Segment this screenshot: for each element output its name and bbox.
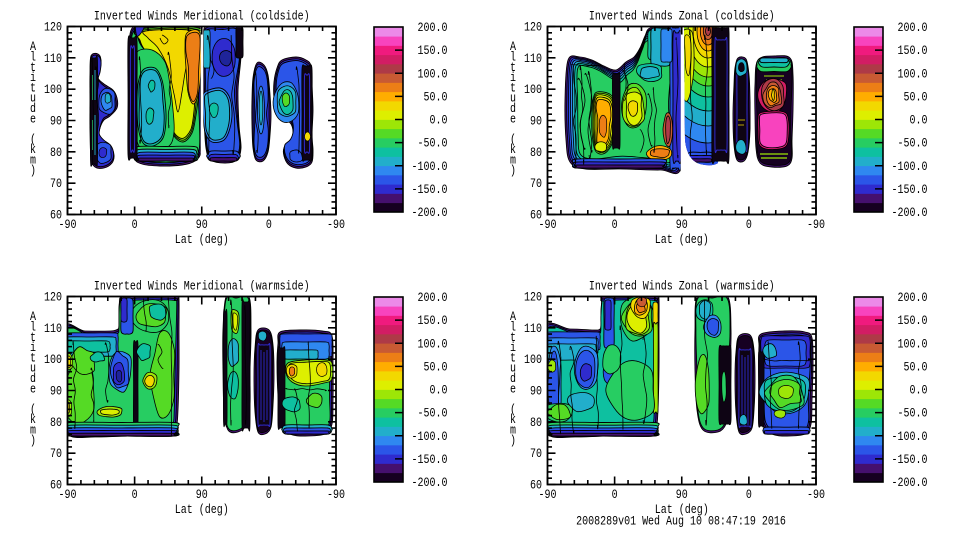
svg-text:2008289v01 Wed Aug 10 08:47:19: 2008289v01 Wed Aug 10 08:47:19 2016 xyxy=(576,513,786,529)
svg-text:Inverted Winds Zonal (coldside: Inverted Winds Zonal (coldside) xyxy=(589,8,775,24)
svg-text:Inverted Winds Meridional (war: Inverted Winds Meridional (warmside) xyxy=(94,278,310,294)
svg-text:Inverted Winds Meridional (col: Inverted Winds Meridional (coldside) xyxy=(94,8,310,24)
svg-text:Inverted Winds Zonal (warmside: Inverted Winds Zonal (warmside) xyxy=(589,278,775,294)
